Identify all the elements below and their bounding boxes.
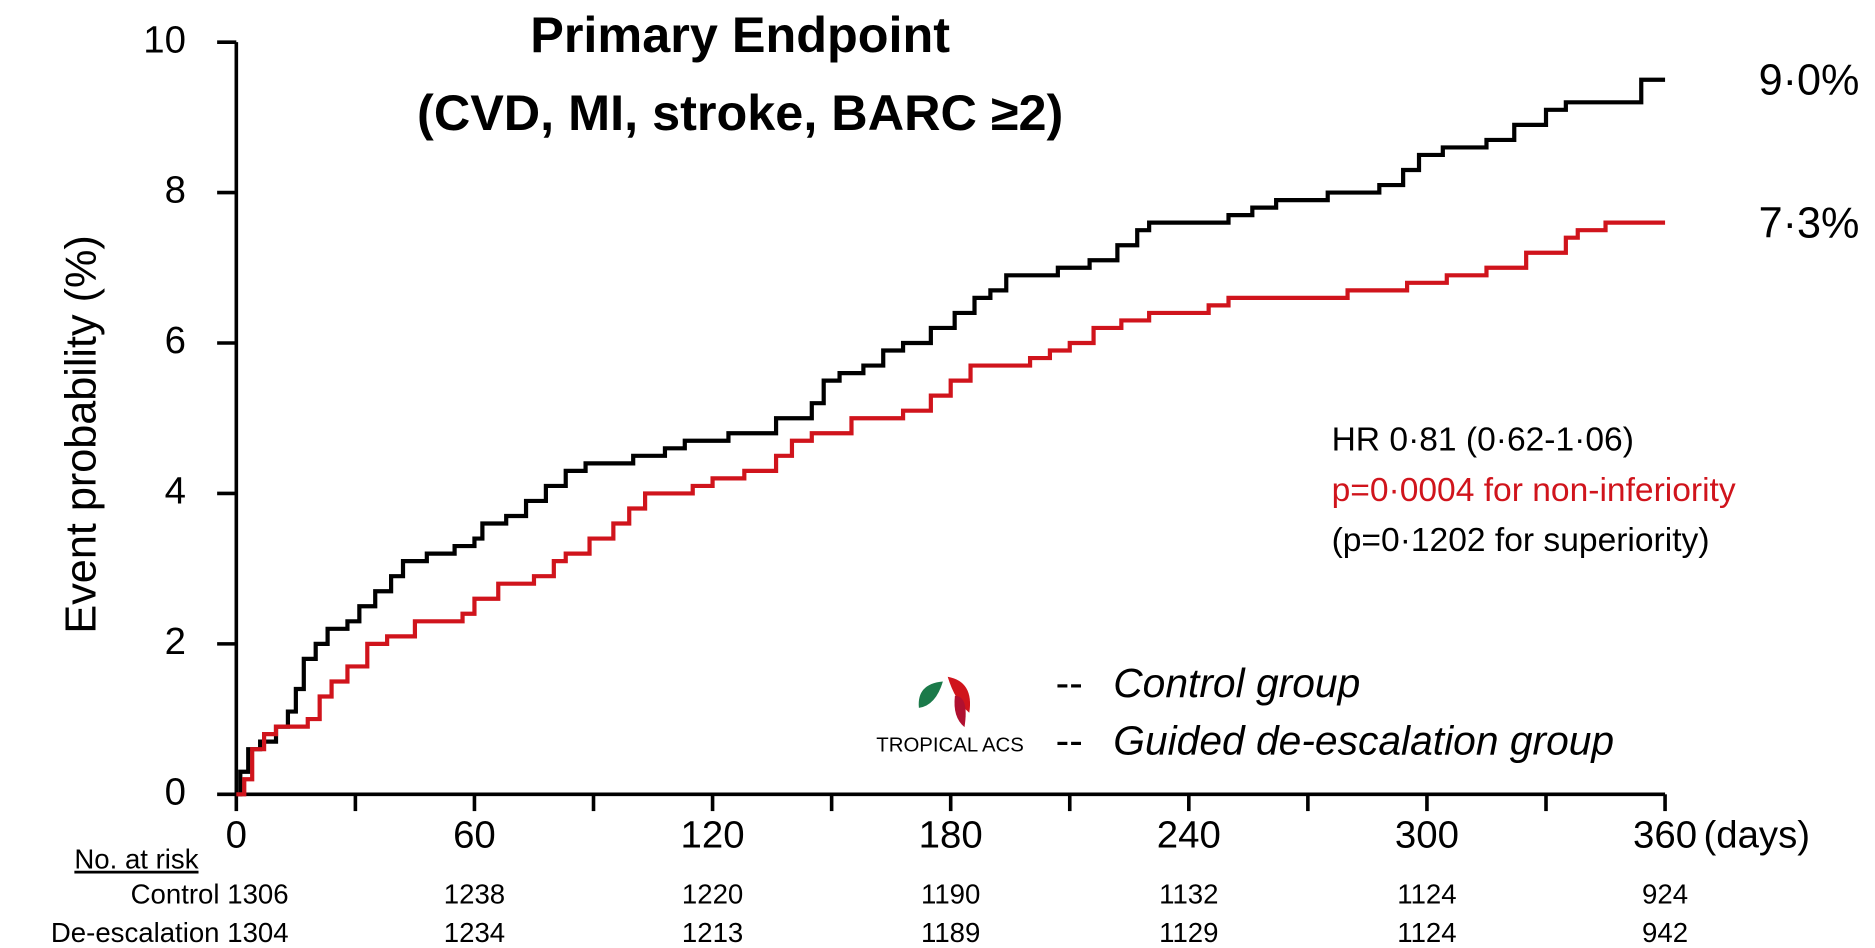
y-tick-label: 0 xyxy=(165,770,186,813)
y-axis-label: Event probability (%) xyxy=(57,235,105,633)
logo: TROPICAL ACS xyxy=(876,676,1024,757)
risk-value: 1189 xyxy=(921,917,980,948)
x-tick-label: 300 xyxy=(1395,814,1459,857)
x-unit-label: (days) xyxy=(1703,814,1810,857)
end-label: 9·0% xyxy=(1759,57,1860,105)
chart-title: Primary Endpoint xyxy=(530,6,950,63)
risk-title: No. at risk xyxy=(74,844,198,875)
x-tick-label: 60 xyxy=(453,814,496,857)
legend-dash: -- xyxy=(1056,718,1083,764)
x-tick-label: 240 xyxy=(1157,814,1221,857)
risk-value: 924 xyxy=(1642,879,1688,910)
risk-value: 1129 xyxy=(1159,917,1218,948)
y-tick-label: 6 xyxy=(165,319,186,362)
risk-value: 1238 xyxy=(444,879,505,910)
y-tick-label: 10 xyxy=(143,18,186,61)
annotation: (p=0·1202 for superiority) xyxy=(1332,522,1710,559)
legend-dash: -- xyxy=(1056,660,1083,706)
risk-row-label: Control xyxy=(131,879,220,910)
x-tick-label: 180 xyxy=(919,814,983,857)
risk-value: 1124 xyxy=(1397,879,1456,910)
km-curve xyxy=(236,77,1666,797)
risk-value: 1306 xyxy=(227,879,288,910)
legend-label: Guided de-escalation group xyxy=(1113,718,1614,764)
x-tick-label: 360 xyxy=(1633,814,1697,857)
annotation: p=0·0004 for non-inferiority xyxy=(1332,472,1736,509)
km-curve xyxy=(236,220,1666,797)
risk-value: 1304 xyxy=(227,917,288,948)
end-label: 7·3% xyxy=(1759,200,1860,248)
legend-label: Control group xyxy=(1113,660,1360,706)
y-tick-label: 8 xyxy=(165,169,186,212)
x-tick-label: 0 xyxy=(226,814,247,857)
chart-subtitle: (CVD, MI, stroke, BARC ≥2) xyxy=(417,84,1063,141)
risk-value: 1213 xyxy=(682,917,743,948)
risk-value: 1132 xyxy=(1159,879,1218,910)
risk-value: 1190 xyxy=(921,879,980,910)
risk-value: 1234 xyxy=(444,917,505,948)
risk-value: 1220 xyxy=(682,879,743,910)
logo-text: TROPICAL ACS xyxy=(876,735,1024,757)
y-tick-label: 2 xyxy=(165,620,186,663)
risk-value: 942 xyxy=(1642,917,1688,948)
x-tick-label: 120 xyxy=(681,814,745,857)
risk-value: 1124 xyxy=(1397,917,1456,948)
annotation: HR 0·81 (0·62-1·06) xyxy=(1332,421,1634,458)
risk-row-label: De-escalation xyxy=(51,917,220,948)
y-tick-label: 4 xyxy=(165,470,186,513)
